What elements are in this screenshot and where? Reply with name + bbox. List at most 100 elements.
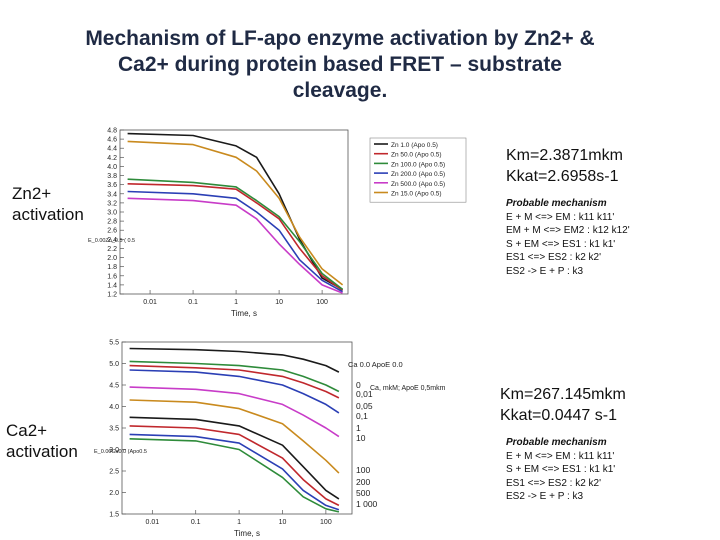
y-tick-label: 4.2 (107, 155, 117, 162)
series-end-label: 200 (356, 477, 370, 487)
x-tick-label: 100 (320, 519, 332, 526)
y-tick-label: 3.0 (109, 447, 119, 454)
y-tick-label: 1.2 (107, 292, 117, 299)
ca-km: Km=267.145mkm (500, 386, 626, 403)
plot-frame (119, 129, 349, 295)
y-tick-label: 1.4 (107, 282, 117, 289)
y-tick-label: 2.5 (109, 469, 119, 476)
series-end-label: 0 (356, 380, 361, 390)
x-tick-label: 100 (316, 299, 328, 306)
series-line (129, 364, 340, 399)
series-line (127, 197, 343, 294)
mechanism-line: ES2 -> E + P : k3 (506, 491, 584, 502)
series-line (127, 183, 344, 292)
y-tick-label: 1.5 (109, 512, 119, 519)
slide-title: Mechanism of LF-apo enzyme activation by… (20, 26, 660, 104)
series-line (129, 438, 340, 513)
y-tick-label: 1.8 (107, 264, 117, 271)
mechanism-line: S + EM <=> ES1 : k1 k1' (506, 238, 616, 250)
x-tick-label: 1 (234, 299, 238, 306)
y-tick-label: 2.2 (107, 246, 117, 253)
series-line (127, 190, 343, 293)
legend-label: Zn 15.0 (Apo 0.5) (391, 191, 442, 198)
legend-label: Zn 200.0 (Apo 0.5) (391, 171, 445, 178)
series-end-label: 0,1 (356, 411, 368, 421)
y-tick-label: 2.0 (109, 490, 119, 497)
ca-mechanism: Probable mechanism E + M <=> EM : k11 k1… (506, 436, 615, 504)
series-line (129, 369, 340, 414)
y-tick-label: 2.6 (107, 228, 117, 235)
x-axis-label: Time, s (234, 529, 260, 538)
mechanism-line: EM + M <=> EM2 : k12 k12' (506, 225, 630, 236)
legend-label: Zn 1.0 (Apo 0.5) (391, 142, 438, 149)
x-tick-label: 1 (237, 519, 241, 526)
y-tick-label: 3.8 (107, 173, 117, 180)
x-tick-label: 0.1 (191, 519, 201, 526)
ca-kinetics: Km=267.145mkm Kkat=0.0447 s-1 (500, 384, 626, 426)
top-note-label: Ca 0.0 ApoE 0.0 (348, 360, 403, 369)
legend-label: Zn 500.0 (Apo 0.5) (391, 181, 445, 188)
mechanism-title: Probable mechanism (506, 198, 607, 209)
x-tick-label: 10 (279, 519, 287, 526)
y-tick-label: 2.0 (107, 255, 117, 262)
legend-box (369, 137, 467, 203)
zn-mechanism: Probable mechanism E + M <=> EM : k11 k1… (506, 197, 630, 278)
series-line (127, 140, 344, 286)
x-tick-label: 0.01 (143, 299, 157, 306)
mechanism-line: E + M <=> EM : k11 k11' (506, 211, 615, 223)
series-line (129, 386, 340, 438)
zn-kinetics: Km=2.3871mkm Kkat=2.6958s-1 (506, 145, 623, 187)
mechanism-line: E + M <=> EM : k11 k11' (506, 450, 615, 462)
series-line (129, 433, 340, 511)
x-tick-label: 0.1 (188, 299, 198, 306)
series-line (129, 416, 340, 500)
series-end-label: 0,01 (356, 389, 373, 399)
series-end-label: 100 (356, 465, 370, 475)
zn-kkat: Kkat=2.6958s-1 (506, 168, 619, 185)
legend-title: Ca, mkM; ApoE 0,5mkm (370, 385, 446, 392)
legend-label: Zn 50.0 (Apo 0.5) (391, 152, 442, 159)
ca-kkat: Kkat=0.0447 s-1 (500, 407, 617, 424)
y-tick-label: 4.0 (107, 164, 117, 171)
y-tick-label: 4.0 (109, 404, 119, 411)
mechanism-line: ES1 <=> ES2 : k2 k2' (506, 252, 602, 263)
mechanism-line: ES1 <=> ES2 : k2 k2' (506, 477, 602, 489)
series-end-label: 500 (356, 488, 370, 498)
mechanism-line: ES2 -> E + P : k3 (506, 265, 584, 277)
title-line: Mechanism of LF-apo enzyme activation by… (85, 27, 595, 50)
y-tick-label: 1.6 (107, 273, 117, 280)
y-tick-label: 5.5 (109, 340, 119, 347)
y-tick-label: 5.0 (109, 361, 119, 368)
y-marker-label: E_0.00Zn_0.5 ( 0.5 (88, 238, 135, 244)
y-tick-label: 4.8 (107, 128, 117, 135)
y-tick-label: 3.0 (107, 210, 117, 217)
series-end-label: 1 000 (356, 499, 378, 509)
series-line (129, 360, 340, 393)
title-line: Ca2+ during protein based FRET – substra… (117, 53, 562, 76)
series-end-label: 0,05 (356, 401, 373, 411)
ca-activation-label: Ca2+ activation (6, 421, 78, 461)
y-marker-label: E_0.00Ca0.0 (Apo0.5 (94, 449, 147, 455)
mechanism-line: S + EM <=> ES1 : k1 k1' (506, 464, 616, 475)
y-tick-label: 3.2 (107, 200, 117, 207)
y-tick-label: 4.4 (107, 146, 117, 153)
title-line: cleavage. (292, 79, 388, 102)
legend-label: Zn 100.0 (Apo 0.5) (391, 161, 445, 168)
zn-km: Km=2.3871mkm (506, 147, 623, 164)
y-tick-label: 4.5 (109, 383, 119, 390)
y-tick-label: 3.5 (109, 426, 119, 433)
series-line (129, 347, 340, 373)
y-tick-label: 4.6 (107, 137, 117, 144)
series-line (129, 399, 340, 474)
zn-activation-label: Zn2+ activation (12, 184, 84, 224)
y-tick-label: 3.4 (107, 191, 117, 198)
series-end-label: 10 (356, 433, 366, 443)
mechanism-title: Probable mechanism (506, 437, 607, 448)
y-tick-label: 3.6 (107, 182, 117, 189)
series-line (127, 178, 344, 291)
series-end-label: 1 (356, 423, 361, 433)
x-tick-label: 10 (275, 299, 283, 306)
plot-frame (121, 341, 353, 515)
series-line (129, 425, 340, 507)
